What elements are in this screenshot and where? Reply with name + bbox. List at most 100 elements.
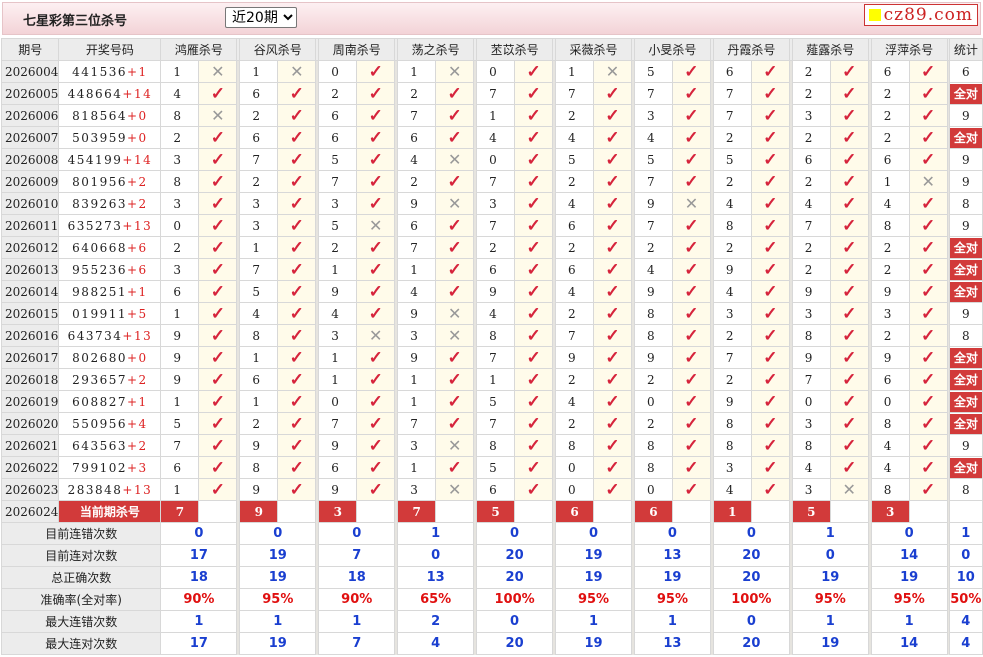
column-separator (947, 236, 950, 259)
stats-value: 95% (239, 588, 317, 611)
column-separator (552, 544, 556, 567)
result-mark: ✓ (750, 324, 790, 347)
result-mark: ✓ (750, 82, 790, 105)
column-separator (394, 280, 398, 303)
result-mark: ✓ (198, 346, 238, 369)
kill-number: 8 (633, 434, 673, 457)
kill-number: 4 (476, 302, 516, 325)
result-mark: ✓ (435, 126, 475, 149)
column-separator (947, 82, 950, 105)
check-icon: ✓ (842, 413, 857, 434)
kill-number: 3 (160, 258, 200, 281)
column-separator (710, 632, 714, 655)
current-kill-number: 9 (239, 500, 279, 523)
kill-number: 9 (712, 390, 752, 413)
column-separator (789, 82, 793, 105)
kill-number: 3 (633, 104, 673, 127)
check-icon: ✓ (447, 83, 462, 104)
kill-number: 6 (476, 258, 516, 281)
check-icon: ✓ (368, 457, 383, 478)
kill-number: 9 (160, 324, 200, 347)
result-mark: ✓ (435, 390, 475, 413)
column-separator (552, 60, 556, 83)
column-separator (473, 258, 477, 281)
draw-digits: 643563 (72, 438, 127, 453)
table-row: 2026014 988251+1 6 ✓ 5 ✓ 9 ✓ 4 ✓ 9 ✓ 4 ✓ 9 ✓ 4 ✓ 9 ✓ 9 ✓ 全对 (0, 280, 983, 303)
current-issue-row: 2026024 当前期杀号 7 9 3 7 5 6 6 1 5 3 (0, 500, 983, 523)
current-kill-number: 1 (712, 500, 752, 523)
check-icon: ✓ (210, 171, 225, 192)
check-icon: ✓ (210, 83, 225, 104)
column-separator (473, 632, 477, 655)
kill-number: 9 (633, 346, 673, 369)
kill-number: 8 (555, 434, 594, 457)
check-icon: ✓ (605, 435, 620, 456)
column-separator (631, 60, 635, 83)
kill-number: 7 (476, 214, 516, 237)
result-mark: ✓ (198, 236, 238, 259)
draw-bonus: +0 (126, 108, 148, 123)
check-icon: ✓ (921, 325, 936, 346)
kill-number: 5 (476, 390, 516, 413)
column-separator (789, 412, 793, 435)
column-separator (552, 258, 556, 281)
column-separator (394, 324, 398, 347)
column-separator (631, 588, 635, 611)
check-icon: ✓ (447, 259, 462, 280)
check-icon: ✓ (447, 457, 462, 478)
result-mark: ✓ (593, 390, 632, 413)
stats-label: 目前连错次数 (0, 522, 162, 545)
period-select[interactable]: 近20期 (225, 7, 297, 28)
column-separator (315, 302, 319, 325)
issue-number: 2026006 (0, 104, 60, 127)
result-mark: ✓ (514, 126, 554, 149)
result-mark: ✓ (514, 434, 554, 457)
kill-number: 4 (870, 192, 910, 215)
kill-number: 2 (712, 236, 752, 259)
kill-number: 7 (318, 412, 358, 435)
result-mark: ✓ (593, 302, 632, 325)
column-separator (631, 82, 635, 105)
stat-cell: 全对 (948, 346, 983, 369)
kill-number: 0 (318, 60, 358, 83)
result-mark: ✓ (277, 324, 317, 347)
kill-number: 9 (160, 368, 200, 391)
column-separator (315, 588, 319, 611)
check-icon: ✓ (447, 171, 462, 192)
result-mark: ✓ (356, 456, 396, 479)
column-separator (789, 456, 793, 479)
result-mark: ✓ (514, 236, 554, 259)
kill-number: 4 (397, 280, 437, 303)
draw-bonus: +1 (126, 284, 148, 299)
stats-value: 0 (476, 522, 554, 545)
kill-number: 9 (397, 346, 437, 369)
check-icon: ✓ (210, 127, 225, 148)
result-mark: ✓ (356, 170, 396, 193)
result-mark: ✓ (198, 214, 238, 237)
column-separator (552, 456, 556, 479)
column-separator (631, 566, 635, 589)
column-separator (315, 632, 319, 655)
column-separator (394, 544, 398, 567)
check-icon: ✓ (210, 325, 225, 346)
column-separator (473, 214, 477, 237)
draw-bonus: +4 (126, 416, 148, 431)
check-icon: ✓ (684, 457, 699, 478)
result-mark: ✓ (356, 104, 396, 127)
result-mark: ✓ (198, 412, 238, 435)
result-mark: ✓ (671, 324, 711, 347)
result-mark: ✓ (829, 302, 869, 325)
result-mark: ✓ (593, 456, 632, 479)
column-separator (552, 632, 556, 655)
kill-number: 2 (791, 170, 831, 193)
stats-value: 0 (948, 544, 983, 567)
result-mark: ✓ (671, 258, 711, 281)
column-separator (947, 632, 950, 655)
result-mark: ✓ (750, 104, 790, 127)
check-icon: ✓ (684, 435, 699, 456)
result-mark: ✓ (514, 456, 554, 479)
column-separator (315, 434, 319, 457)
column-separator (394, 434, 398, 457)
kill-number: 8 (791, 324, 831, 347)
issue-number: 2026017 (0, 346, 60, 369)
